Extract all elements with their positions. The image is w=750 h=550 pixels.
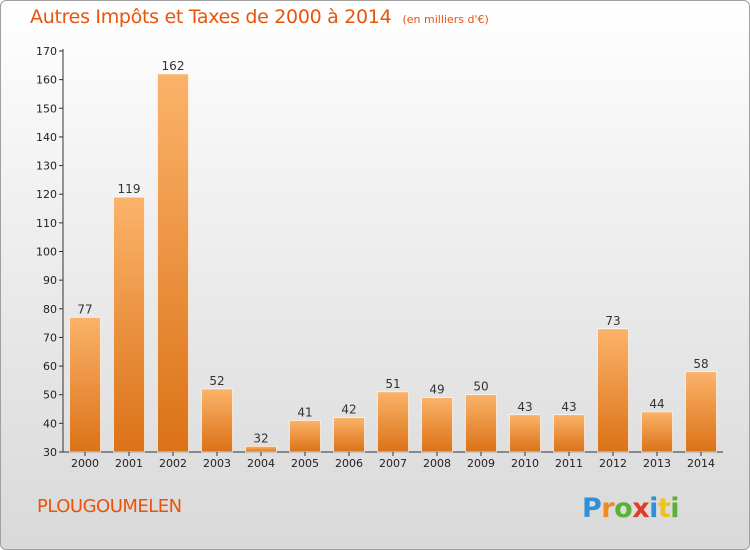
- data-label-2005: 41: [297, 405, 312, 419]
- data-label-2006: 42: [341, 403, 356, 417]
- bar-2005: [289, 420, 321, 453]
- bar-2008: [421, 397, 453, 453]
- x-tick-label: 2000: [71, 457, 99, 470]
- y-tick-label: 60: [43, 360, 57, 373]
- commune-name: PLOUGOUMELEN: [37, 496, 182, 517]
- x-tick-label: 2002: [159, 457, 187, 470]
- data-label-2001: 119: [118, 182, 141, 196]
- y-ticks: 30 40 50 60 70 80 90 100 110 120 130 140 150 160 170: [36, 45, 63, 459]
- data-label-2000: 77: [77, 302, 92, 316]
- data-label-2002: 162: [162, 59, 185, 73]
- data-label-2004: 32: [253, 431, 268, 445]
- y-tick-label: 70: [43, 331, 57, 344]
- bar-2000: [69, 317, 101, 453]
- y-tick-label: 100: [36, 246, 57, 259]
- x-tick-label: 2006: [335, 457, 363, 470]
- x-tick-label: 2013: [643, 457, 671, 470]
- data-label-2003: 52: [209, 374, 224, 388]
- bar-2012: [597, 328, 629, 453]
- x-tick-label: 2011: [555, 457, 583, 470]
- x-tick-label: 2010: [511, 457, 539, 470]
- y-tick-label: 80: [43, 303, 57, 316]
- y-tick-label: 50: [43, 389, 57, 402]
- data-label-2007: 51: [385, 377, 400, 391]
- bar-2009: [465, 394, 497, 453]
- data-label-2013: 44: [649, 397, 664, 411]
- data-label-2008: 49: [429, 383, 444, 397]
- data-label-2012: 73: [605, 314, 620, 328]
- bar-2007: [377, 391, 409, 453]
- y-tick-label: 110: [36, 217, 57, 230]
- x-tick-label: 2012: [599, 457, 627, 470]
- data-label-2011: 43: [561, 400, 576, 414]
- bar-2011: [553, 414, 585, 453]
- y-tick-label: 130: [36, 160, 57, 173]
- bar-2006: [333, 417, 365, 453]
- y-tick-label: 40: [43, 417, 57, 430]
- bar-2010: [509, 414, 541, 453]
- x-tick-label: 2003: [203, 457, 231, 470]
- x-tick-label: 2007: [379, 457, 407, 470]
- y-tick-label: 160: [36, 74, 57, 87]
- y-tick-label: 30: [43, 446, 57, 459]
- x-tick-label: 2009: [467, 457, 495, 470]
- chart-title: Autres Impôts et Taxes de 2000 à 2014 (e…: [30, 6, 489, 28]
- y-tick-label: 120: [36, 188, 57, 201]
- bar-2001: [113, 196, 145, 453]
- x-tick-label: 2008: [423, 457, 451, 470]
- data-label-2009: 50: [473, 380, 488, 394]
- bars: 77 119 162 52 32 41 42 51 49 50 43 43 73 44 58: [69, 59, 717, 453]
- data-label-2010: 43: [517, 400, 532, 414]
- proxiti-logo: Proxiti: [582, 493, 680, 524]
- y-tick-label: 90: [43, 274, 57, 287]
- bar-2002: [157, 73, 189, 453]
- chart-subtitle: (en milliers d'€): [402, 13, 489, 26]
- bar-2014: [685, 371, 717, 453]
- x-tick-label: 2001: [115, 457, 143, 470]
- bar-2003: [201, 388, 233, 453]
- x-tick-labels: 2000 2001 2002 2003 2004 2005 2006 2007 2008 2009…: [71, 452, 715, 470]
- svg-text:Proxiti: Proxiti: [582, 493, 679, 524]
- data-label-2014: 58: [693, 357, 708, 371]
- x-tick-label: 2004: [247, 457, 275, 470]
- x-tick-label: 2014: [687, 457, 715, 470]
- y-tick-label: 150: [36, 102, 57, 115]
- bar-2013: [641, 411, 673, 453]
- bar-2004: [245, 445, 277, 453]
- chart-title-text: Autres Impôts et Taxes de 2000 à 2014: [30, 6, 392, 28]
- x-tick-label: 2005: [291, 457, 319, 470]
- y-tick-label: 140: [36, 131, 57, 144]
- y-tick-label: 170: [36, 45, 57, 58]
